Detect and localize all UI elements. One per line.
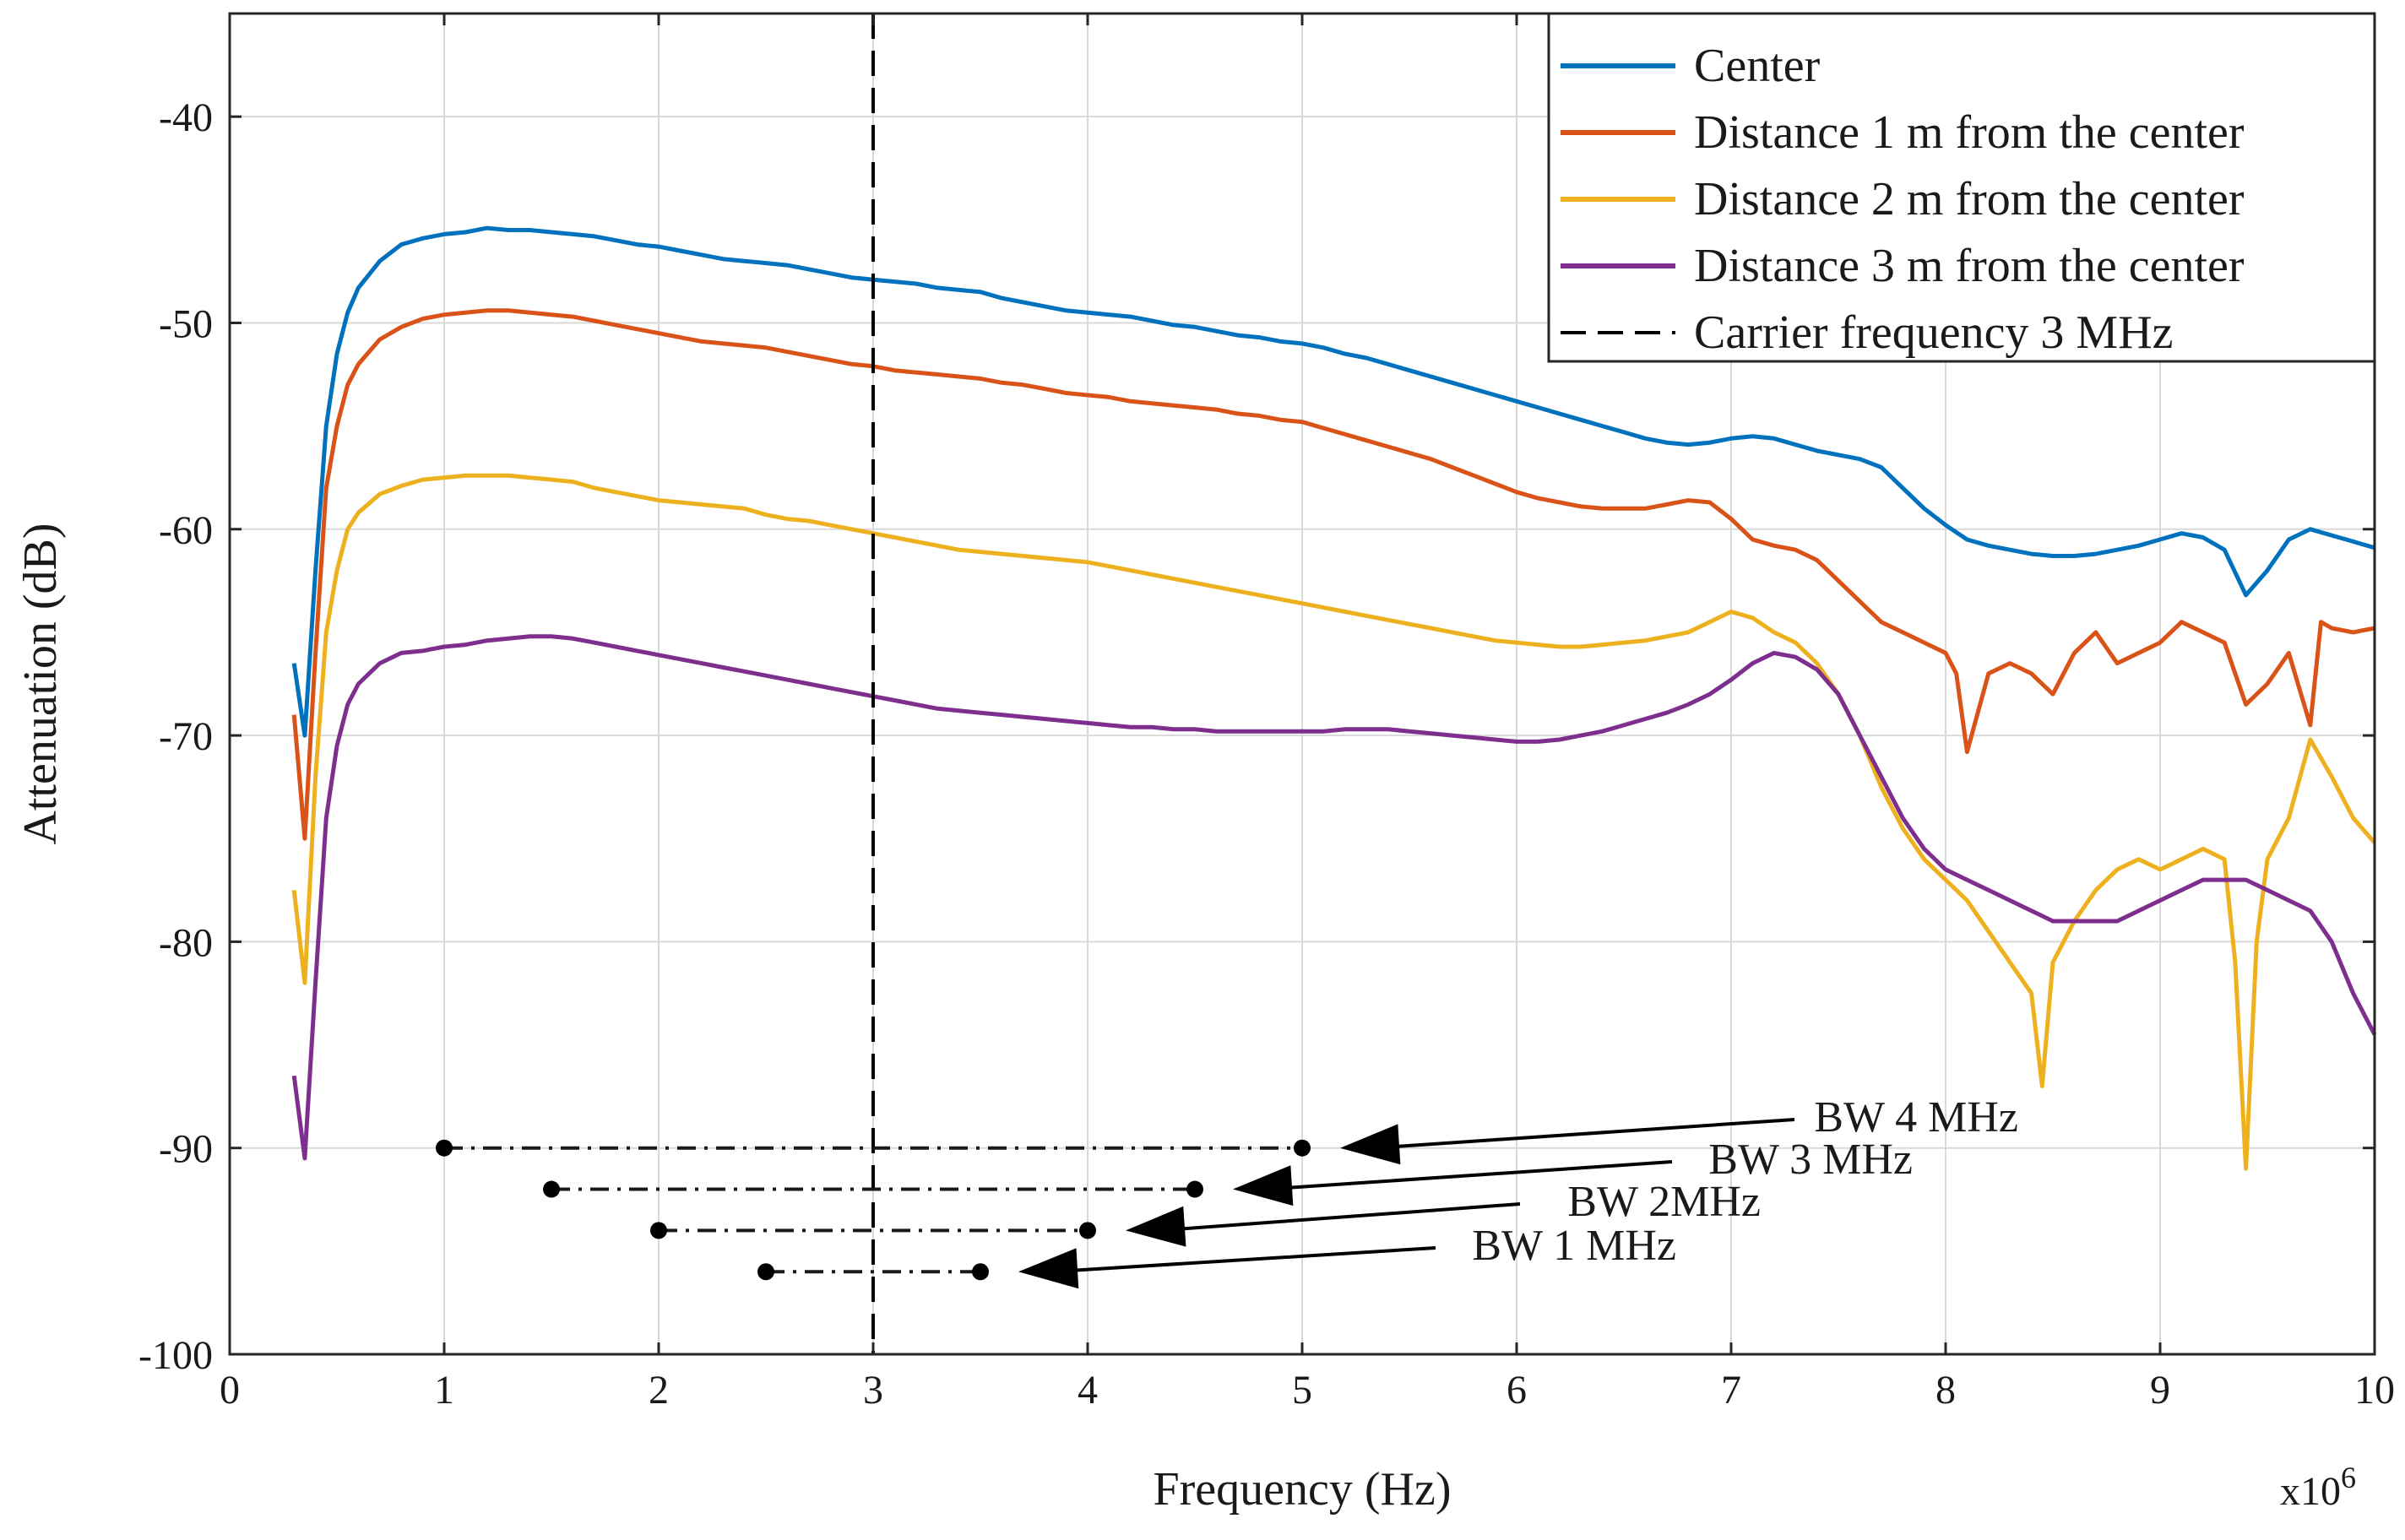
x-axis-ticks: 0 1 2 3 4 5 6 7 8 9 10: [220, 14, 2395, 1413]
y-axis-ticks: -100 -90 -80 -70 -60 -50 -40: [138, 95, 2375, 1378]
x-axis-multiplier: x106: [2280, 1461, 2356, 1514]
bw-arrow-line: [1373, 1118, 1795, 1150]
y-tick-label: -100: [138, 1333, 213, 1378]
bw-label: BW 1 MHz: [1472, 1222, 1676, 1270]
bw-start-dot: [436, 1139, 453, 1157]
bw-label: BW 4 MHz: [1814, 1093, 2018, 1141]
bw-start-dot: [543, 1180, 560, 1198]
y-tick-label: -40: [159, 95, 213, 140]
bw-end-dot: [1294, 1139, 1311, 1157]
legend-label-5: Carrier frequency 3 MHz: [1694, 306, 2174, 359]
series-line-3: [291, 473, 2376, 1171]
bw-start-dot: [650, 1222, 667, 1239]
legend: Center Distance 1 m from the center Distan…: [1547, 12, 2376, 363]
bw-arrow-head: [1340, 1124, 1401, 1165]
bw-end-dot: [1186, 1180, 1203, 1198]
x-tick-label: 4: [1078, 1368, 1098, 1413]
y-axis-label: Attenuation (dB): [14, 523, 67, 844]
bw-arrow-head: [1233, 1165, 1294, 1207]
bw-arrow-line: [1159, 1202, 1521, 1233]
legend-label-2: Distance 1 m from the center: [1694, 106, 2245, 159]
bw-end-dot: [1079, 1222, 1096, 1239]
legend-box: [1547, 12, 2376, 363]
x-tick-label: 9: [2150, 1368, 2170, 1413]
x-tick-label: 10: [2354, 1368, 2395, 1413]
bw-label: BW 2MHz: [1567, 1178, 1761, 1226]
y-tick-label: -60: [159, 508, 213, 553]
y-tick-label: -80: [159, 920, 213, 965]
bw-arrow-head: [1018, 1248, 1079, 1289]
bw-arrow-line: [1051, 1246, 1436, 1274]
bw-end-dot: [972, 1263, 989, 1281]
x-axis-label: Frequency (Hz): [1154, 1463, 1452, 1516]
series-lines: [291, 225, 2377, 1171]
y-tick-label: -90: [159, 1127, 213, 1172]
series-line-4: [291, 634, 2377, 1161]
legend-label-3: Distance 2 m from the center: [1694, 173, 2245, 225]
x-tick-label: 0: [220, 1368, 240, 1413]
x-tick-label: 2: [649, 1368, 669, 1413]
y-tick-label: -70: [159, 714, 213, 759]
x-axis-multiplier-base: x10: [2280, 1469, 2341, 1514]
bw-label: BW 3 MHz: [1708, 1136, 1913, 1184]
x-tick-label: 8: [1935, 1368, 1956, 1413]
series-line-1: [291, 225, 2375, 738]
x-tick-label: 1: [434, 1368, 454, 1413]
legend-label-4: Distance 3 m from the center: [1694, 240, 2245, 292]
bw-start-dot: [757, 1263, 774, 1281]
x-tick-label: 3: [863, 1368, 883, 1413]
bw-arrow-line: [1266, 1160, 1673, 1191]
x-tick-label: 6: [1507, 1368, 1527, 1413]
legend-label-1: Center: [1694, 40, 1821, 92]
y-tick-label: -50: [159, 301, 213, 346]
series-line-2: [291, 308, 2375, 841]
x-tick-label: 5: [1292, 1368, 1312, 1413]
bw-arrow-head: [1126, 1206, 1186, 1247]
x-tick-label: 7: [1721, 1368, 1741, 1413]
x-axis-multiplier-exponent: 6: [2341, 1461, 2356, 1494]
